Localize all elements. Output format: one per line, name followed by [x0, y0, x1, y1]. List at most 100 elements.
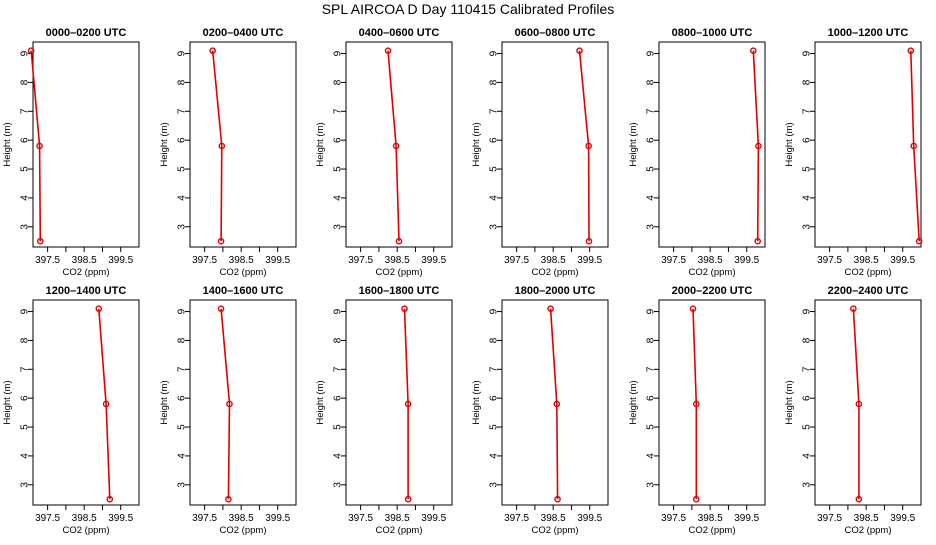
x-tick-label: 398.5: [854, 255, 879, 266]
y-tick-label: 3: [646, 224, 657, 230]
plot-frame: [345, 41, 453, 248]
y-tick-label: 9: [489, 50, 500, 56]
y-tick-label: 9: [646, 50, 657, 56]
x-tick-label: 399.5: [421, 513, 446, 524]
profile-point: [553, 400, 561, 408]
profile-point: [910, 142, 917, 150]
profile-panel: 0600–0800 UTC 397.5 398.5 399.5 3 4 5 6 7 8 9 CO2 (…: [471, 27, 609, 278]
y-tick-label: 7: [802, 108, 813, 114]
y-tick-label: 8: [333, 337, 344, 343]
y-tick-label: 9: [646, 308, 657, 314]
y-tick-label: 4: [20, 195, 31, 201]
y-axis-label: Height (m): [628, 122, 639, 166]
x-tick-label: 397.5: [192, 513, 217, 524]
x-tick-label: 399.5: [890, 513, 915, 524]
y-axis-label: Height (m): [784, 122, 795, 166]
profile-point: [404, 495, 412, 503]
x-axis-label: CO2 (ppm): [689, 525, 736, 536]
profile-line: [30, 50, 42, 242]
y-tick-label: 4: [489, 195, 500, 201]
y-axis-label: Height (m): [315, 122, 326, 166]
panel-title: 0200–0400 UTC: [203, 27, 284, 39]
x-tick-label: 399.5: [577, 255, 602, 266]
x-axis-label: CO2 (ppm): [220, 267, 267, 278]
profile-panel: 1000–1200 UTC 397.5 398.5 399.5 3 4 5 6 7 8 9 CO2 (…: [784, 27, 923, 278]
profile-point: [404, 400, 412, 408]
x-tick-label: 399.5: [890, 255, 915, 266]
profile-panel: 2000–2200 UTC 397.5 398.5 399.5 3 4 5 6 7 8 9 CO2 (…: [628, 285, 766, 536]
y-axis-label: Height (m): [315, 380, 326, 424]
y-tick-label: 8: [177, 337, 188, 343]
y-axis-label: Height (m): [2, 122, 13, 166]
x-axis-label: CO2 (ppm): [220, 525, 267, 536]
x-axis-label: CO2 (ppm): [532, 525, 579, 536]
x-tick-label: 397.5: [504, 513, 529, 524]
x-tick-label: 398.5: [72, 255, 97, 266]
x-axis-label: CO2 (ppm): [845, 525, 892, 536]
x-axis-label: CO2 (ppm): [63, 525, 110, 536]
panel-title: 0800–1000 UTC: [672, 27, 753, 39]
profile-point: [106, 495, 114, 503]
x-tick-label: 397.5: [661, 255, 686, 266]
y-tick-label: 9: [802, 50, 813, 56]
panel-title: 0000–0200 UTC: [46, 27, 127, 39]
profile-line: [211, 50, 223, 242]
y-tick-label: 3: [20, 224, 31, 230]
profile-panel: 2200–2400 UTC 397.5 398.5 399.5 3 4 5 6 7 8 9 CO2 (…: [784, 285, 922, 536]
y-axis-label: Height (m): [471, 380, 482, 424]
y-tick-label: 9: [20, 50, 31, 56]
y-tick-label: 5: [489, 424, 500, 430]
x-axis-label: CO2 (ppm): [376, 267, 423, 278]
plot-frame: [32, 299, 140, 506]
x-axis-label: CO2 (ppm): [376, 525, 423, 536]
profile-panel: 0000–0200 UTC 397.5 398.5 399.5 3 4 5 6 7 8 9 CO2 (…: [2, 27, 140, 278]
plot-frame: [501, 41, 609, 248]
y-axis-label: Height (m): [784, 380, 795, 424]
profile-panel: 0800–1000 UTC 397.5 398.5 399.5 3 4 5 6 7 8 9 CO2 (…: [628, 27, 766, 278]
profile-point: [401, 305, 408, 312]
y-tick-label: 7: [646, 108, 657, 114]
x-tick-label: 397.5: [661, 513, 686, 524]
profile-line: [220, 308, 231, 500]
y-tick-label: 3: [333, 482, 344, 488]
panel-title: 1600–1800 UTC: [359, 285, 440, 297]
y-tick-label: 7: [333, 366, 344, 372]
y-tick-label: 8: [20, 79, 31, 85]
y-tick-label: 3: [177, 482, 188, 488]
y-tick-label: 8: [333, 79, 344, 85]
y-tick-label: 9: [333, 50, 344, 56]
profile-panel: 1200–1400 UTC 397.5 398.5 399.5 3 4 5 6 7 8 9 CO2 (…: [2, 285, 140, 536]
profile-point: [95, 305, 103, 312]
x-tick-label: 398.5: [385, 255, 410, 266]
y-tick-label: 6: [489, 137, 500, 143]
x-tick-label: 398.5: [229, 255, 254, 266]
y-tick-label: 5: [177, 166, 188, 172]
y-tick-label: 7: [177, 108, 188, 114]
y-tick-label: 8: [20, 337, 31, 343]
y-tick-label: 3: [177, 224, 188, 230]
profile-point: [850, 305, 857, 312]
profile-panel: 0200–0400 UTC 397.5 398.5 399.5 3 4 5 6 7 8 9 CO2 (…: [159, 27, 297, 278]
x-axis-label: CO2 (ppm): [689, 267, 736, 278]
y-tick-label: 8: [489, 337, 500, 343]
profile-point: [689, 305, 697, 312]
y-tick-label: 7: [20, 366, 31, 372]
x-tick-label: 398.5: [541, 513, 566, 524]
y-tick-label: 8: [802, 79, 813, 85]
y-tick-label: 7: [489, 366, 500, 372]
y-tick-label: 9: [177, 308, 188, 314]
profile-point: [27, 47, 35, 54]
profile-point: [36, 142, 43, 150]
main-title: SPL AIRCOA D Day 110415 Calibrated Profi…: [322, 1, 615, 17]
profile-point: [585, 237, 593, 245]
profile-line: [578, 50, 590, 242]
x-tick-label: 397.5: [817, 255, 842, 266]
profile-point: [225, 495, 232, 503]
x-tick-label: 399.5: [421, 255, 446, 266]
plot-frame: [814, 299, 922, 506]
x-tick-label: 398.5: [854, 513, 879, 524]
plot-frame: [658, 299, 766, 506]
y-tick-label: 5: [177, 424, 188, 430]
profile-line: [403, 308, 409, 500]
x-tick-label: 398.5: [698, 255, 723, 266]
